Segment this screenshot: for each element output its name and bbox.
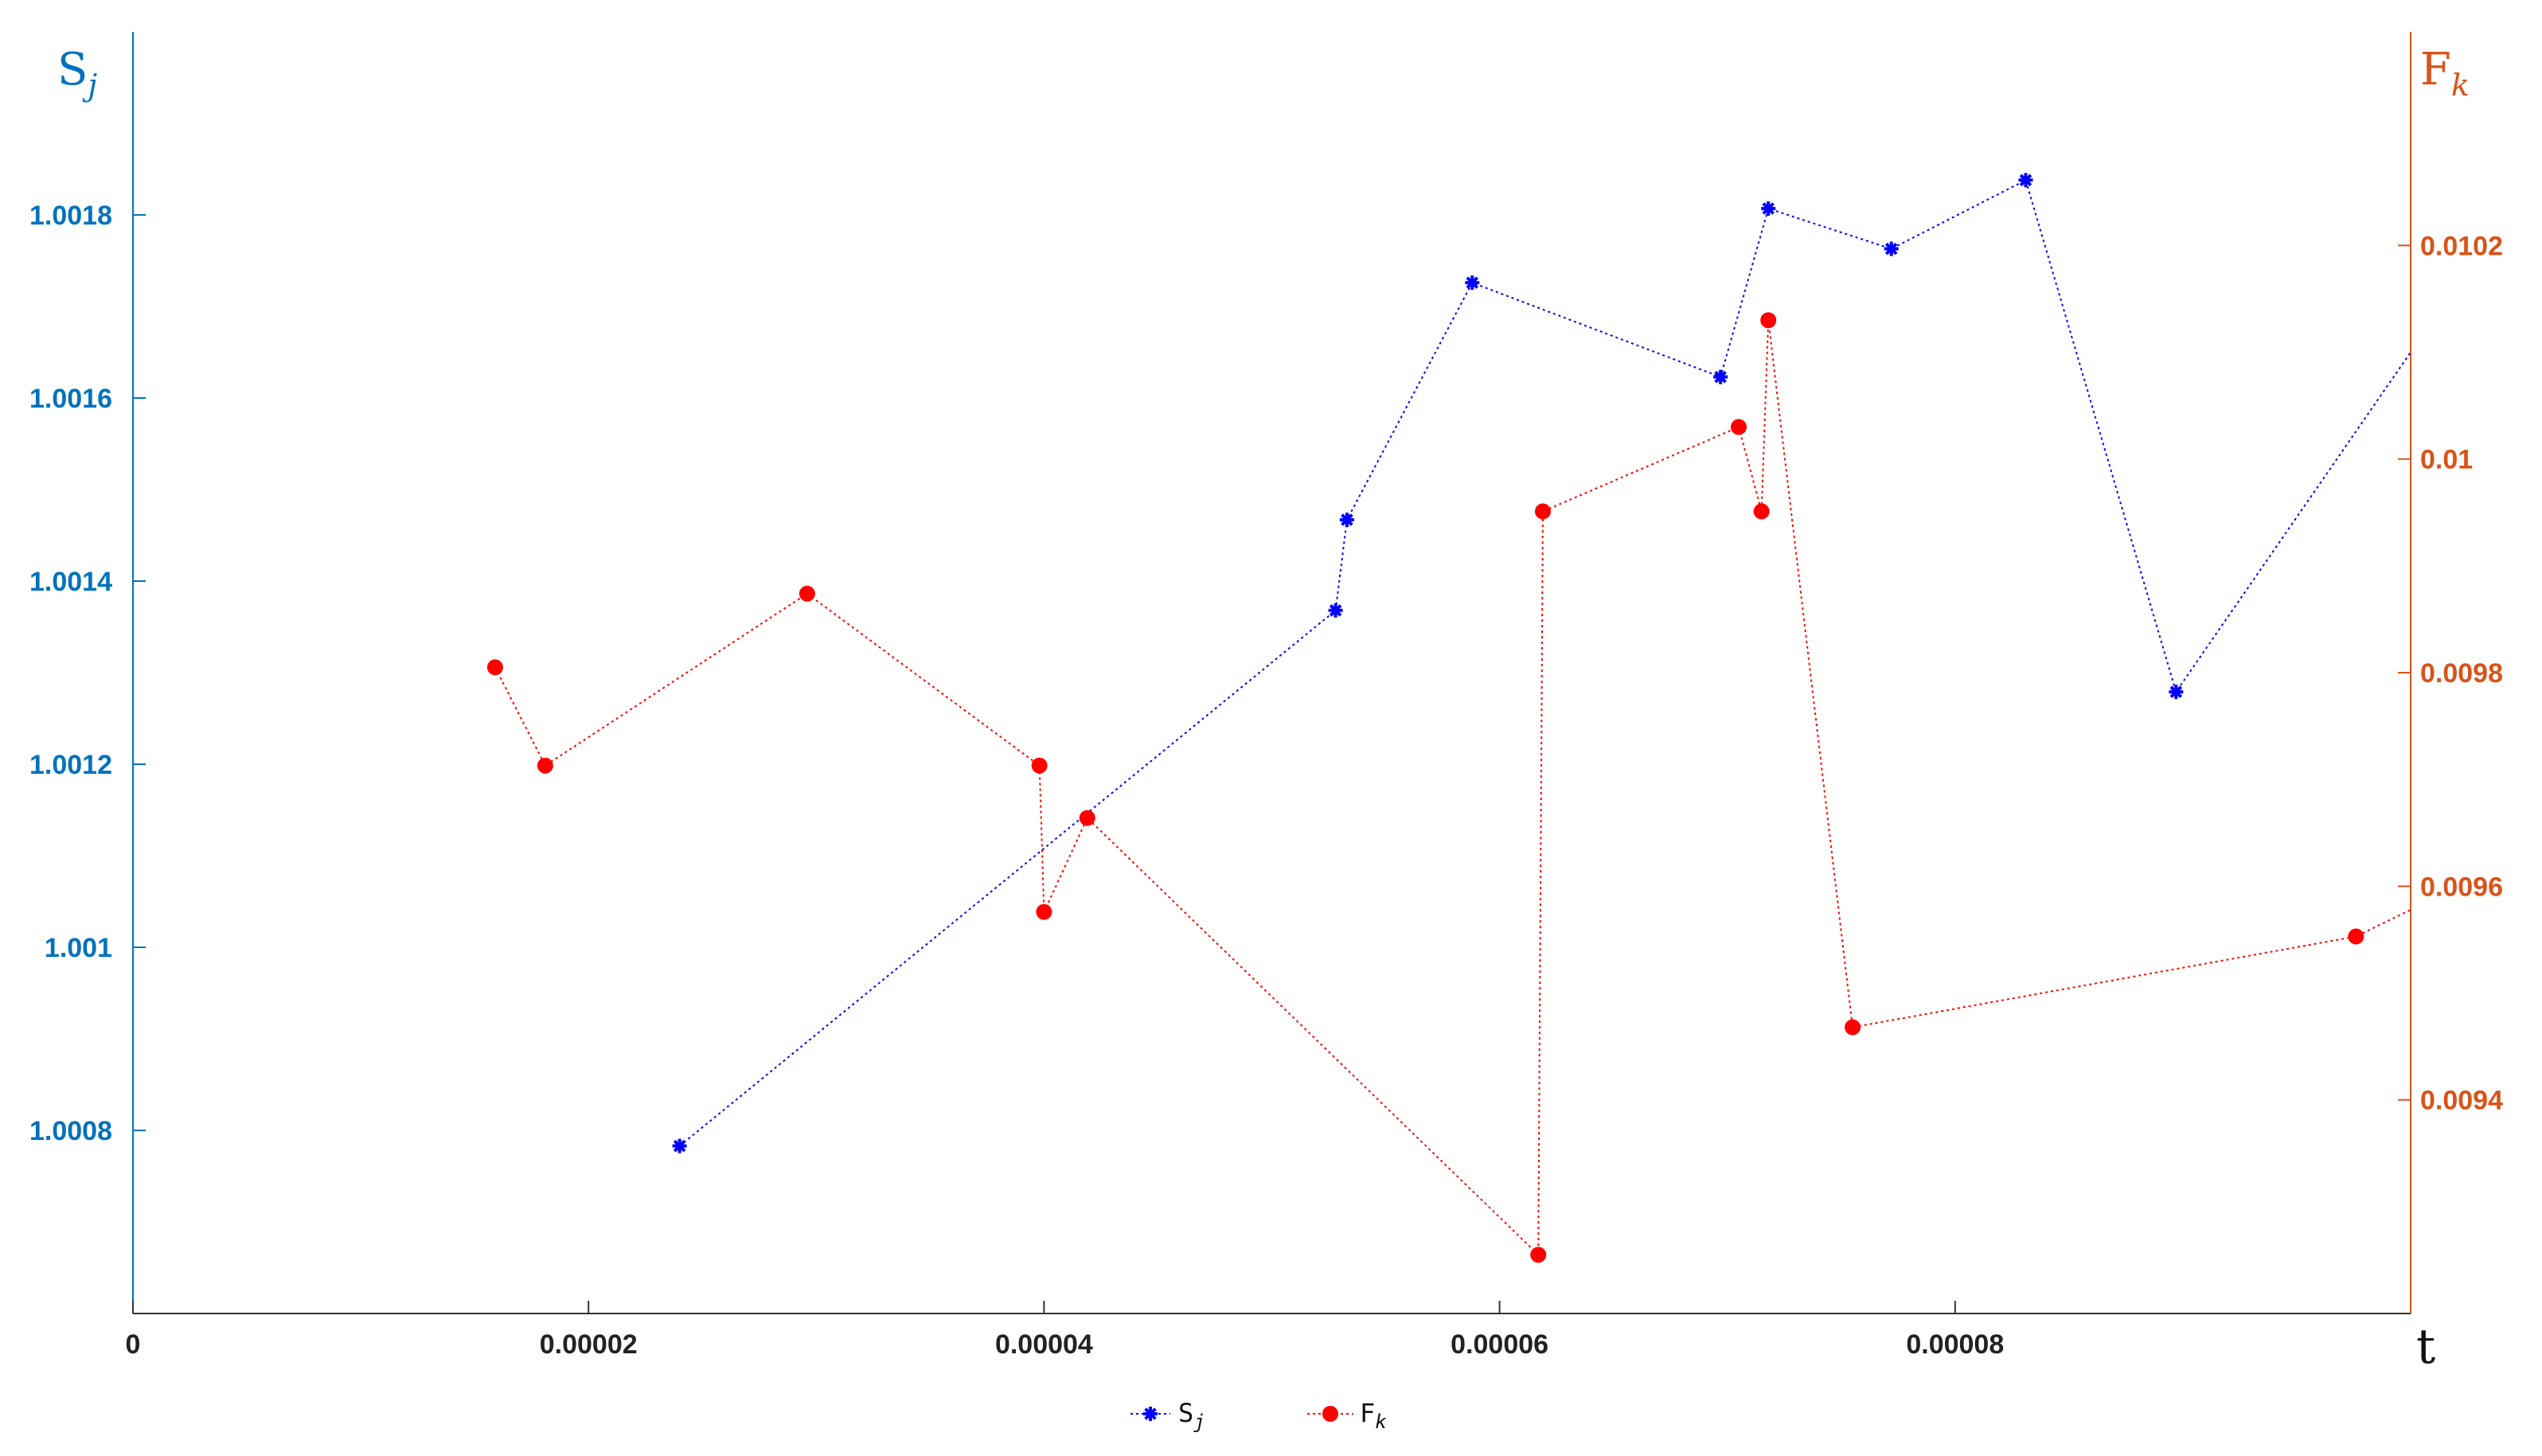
data-point-f [1753,503,1770,520]
x-tick-label: 0.00004 [995,1329,1093,1360]
series-line-f [494,320,2411,1257]
data-point-f [1530,1247,1547,1263]
data-point-f [1534,503,1551,520]
legend-marker-f [1322,1406,1338,1422]
left-y-axis-label: Sj [57,44,97,103]
data-point-s [672,1138,687,1153]
x-axis-label: t [2416,1319,2435,1375]
data-point-s [1713,369,1728,384]
series-layer [486,173,2411,1263]
data-point-f [1760,312,1777,329]
right-y-axis-label: Fk [2420,44,2470,103]
data-point-f [1731,419,1747,435]
right-tick-label: 0.01 [2420,445,2473,475]
right-tick-label: 0.0096 [2420,872,2503,902]
data-point-s [1339,512,1354,527]
x-tick-label: 0 [126,1329,141,1360]
data-point-s [1884,241,1899,256]
left-tick-label: 1.0016 [29,384,112,414]
right-y-ticks: 0.0094 0.0096 0.0098 0.01 0.0102 [2398,231,2503,1116]
legend-label-f: Fk [1360,1398,1387,1433]
data-point-s [2169,685,2184,700]
left-tick-label: 1.0012 [29,750,112,780]
x-tick-label: 0.00006 [1451,1329,1548,1360]
plot-area [132,32,2411,1314]
data-point-f [799,585,815,602]
right-tick-label: 0.0098 [2420,658,2503,689]
series-line-s [679,178,2411,1147]
left-tick-label: 1.0018 [29,201,112,231]
legend-label-s: Sj [1178,1398,1205,1433]
data-point-f [1845,1019,1861,1036]
data-point-f [1036,904,1052,920]
data-point-s [1328,603,1343,618]
right-tick-label: 0.0102 [2420,231,2503,261]
data-point-f [486,659,503,676]
left-tick-label: 1.0014 [29,567,112,597]
x-tick-label: 0.00008 [1906,1329,2004,1360]
left-tick-label: 1.001 [45,933,112,963]
x-ticks: 0 0.00002 0.00004 0.00006 0.00008 [126,1301,2004,1360]
legend: Sj Fk [1130,1398,1387,1433]
legend-marker-s [1143,1407,1158,1421]
x-tick-label: 0.00002 [540,1329,638,1360]
legend-star [1143,1407,1158,1421]
data-point-s [1761,201,1776,216]
data-point-f [1079,810,1095,826]
right-tick-label: 0.0094 [2420,1086,2503,1116]
left-y-ticks: 1.0008 1.001 1.0012 1.0014 1.0016 1.0018 [29,201,146,1146]
data-point-f [1031,757,1048,774]
left-tick-label: 1.0008 [29,1116,112,1146]
data-point-f [2348,928,2364,945]
data-point-s [1465,275,1480,291]
data-point-f [537,757,553,774]
data-point-s [2018,173,2033,188]
